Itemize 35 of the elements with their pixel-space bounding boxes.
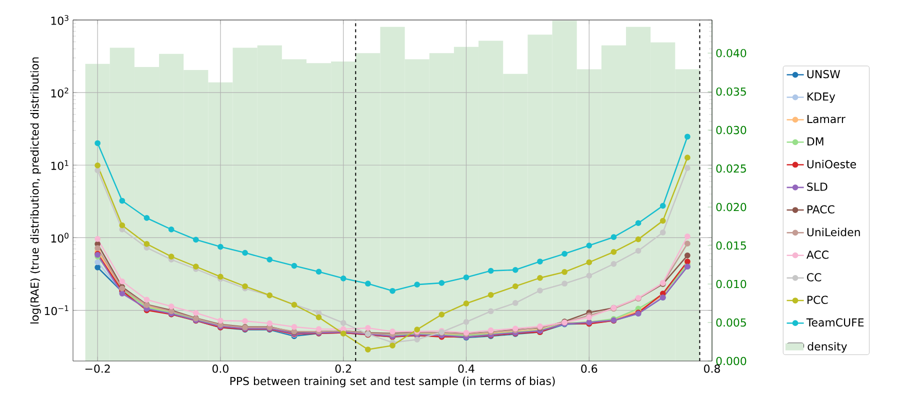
legend-label: SLD (807, 182, 828, 191)
legend-label: PACC (808, 205, 834, 214)
y2-tick-label: 0.040 (716, 48, 746, 58)
x-tick-label: 0.8 (704, 364, 720, 373)
y2-tick-label: 0.025 (716, 164, 746, 173)
legend-label: UniLeiden (807, 228, 860, 236)
legend-label: KDEy (808, 92, 836, 103)
legend-label: PCC (808, 296, 828, 304)
x-tick-label: 0.2 (335, 364, 351, 373)
legend-label: DM (808, 137, 824, 146)
x-tick-label: −0.2 (85, 364, 110, 373)
legend-label: CC (807, 273, 822, 282)
legend-label: UNSW (807, 70, 840, 78)
y2-tick-label: 0.005 (716, 318, 746, 327)
x-tick-label: 0.4 (458, 364, 474, 373)
legend-label: UniOeste (807, 160, 856, 168)
y2-tick-label: 0.030 (716, 126, 746, 134)
y2-tick-label: 0.010 (716, 280, 746, 288)
y-axis-title: log(RAE) (true distribution, predicted distribution (30, 57, 41, 324)
y2-tick-label: 0.015 (716, 241, 746, 250)
y-tick-label: 10$^{1}$ (51, 160, 68, 170)
y-tick-label: 10$^{−1}$ (44, 305, 68, 316)
legend-label: density (808, 342, 847, 353)
legend-label: TeamCUFE (806, 318, 864, 327)
y2-tick-label: 0.020 (716, 202, 746, 212)
y-tick-label: 10$^{0}$ (51, 232, 68, 243)
x-tick-label: 0.6 (581, 364, 598, 373)
legend-label: Lamarr (808, 114, 846, 124)
y2-tick-label: 0.035 (716, 87, 746, 96)
x-tick-label: 0.0 (212, 364, 228, 373)
legend-label: ACC (806, 250, 828, 259)
x-axis-title: PPS between training set and test sample (in terms of bias) (230, 376, 555, 388)
y-tick-label: 10$^{2}$ (51, 88, 68, 98)
y-tick-label: 10$^{3}$ (51, 15, 68, 25)
y2-tick-label: 0.000 (716, 356, 746, 366)
